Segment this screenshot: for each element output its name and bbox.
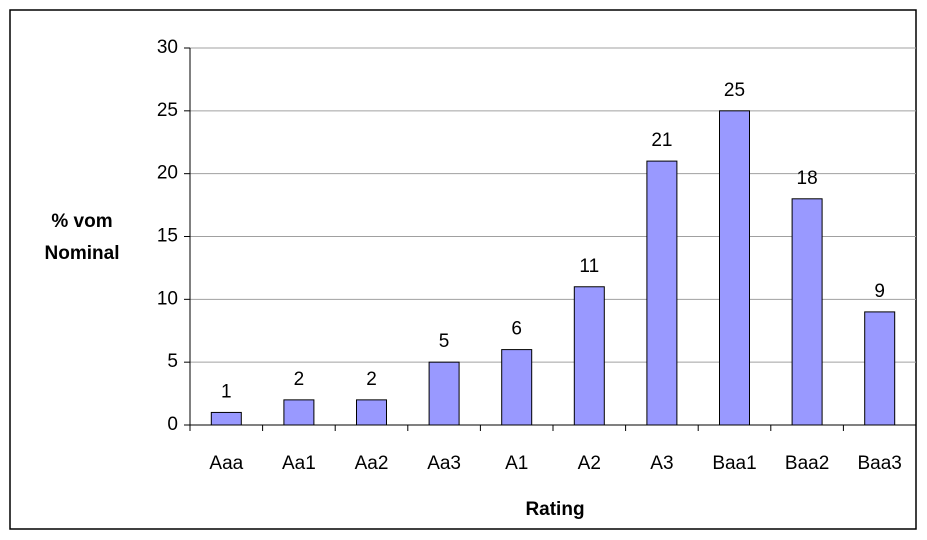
bar xyxy=(501,349,533,426)
y-tick-label: 30 xyxy=(157,37,178,58)
value-label: 25 xyxy=(724,80,745,101)
x-axis-label: Rating xyxy=(525,499,584,520)
bar xyxy=(646,160,678,426)
bar xyxy=(210,411,242,426)
bar xyxy=(283,399,315,426)
bar xyxy=(791,198,823,426)
x-tick-label: Aa1 xyxy=(282,453,316,474)
value-label: 5 xyxy=(439,331,450,352)
bar xyxy=(428,361,460,426)
y-tick-label: 5 xyxy=(167,351,178,372)
x-tick-label: Baa3 xyxy=(858,453,902,474)
y-axis-label: % vom Nominal xyxy=(45,211,120,264)
bar xyxy=(356,399,387,426)
value-label: 2 xyxy=(294,369,305,390)
value-label: 6 xyxy=(511,319,522,340)
value-label: 2 xyxy=(366,369,377,390)
bar xyxy=(719,110,750,426)
x-tick-label: Baa1 xyxy=(712,453,756,474)
y-tick-label: 20 xyxy=(157,163,178,184)
y-tick-label: 10 xyxy=(157,288,178,309)
value-label: 21 xyxy=(651,130,672,151)
value-label: 11 xyxy=(579,256,599,277)
x-tick-label: A1 xyxy=(505,453,528,474)
y-tick-label: 25 xyxy=(157,100,178,121)
y-tick-label: 0 xyxy=(167,414,178,435)
value-label: 18 xyxy=(797,168,818,189)
y-tick-label: 15 xyxy=(157,226,178,247)
value-label: 1 xyxy=(221,381,232,402)
x-tick-label: Aa2 xyxy=(355,453,389,474)
chart-frame xyxy=(9,9,917,530)
x-tick-label: Baa2 xyxy=(785,453,829,474)
value-label: 9 xyxy=(874,281,885,302)
x-tick-label: Aaa xyxy=(209,453,243,474)
bar xyxy=(864,311,896,426)
x-tick-label: A3 xyxy=(650,453,673,474)
x-tick-label: Aa3 xyxy=(427,453,461,474)
x-tick-label: A2 xyxy=(578,453,601,474)
bar xyxy=(573,286,605,426)
